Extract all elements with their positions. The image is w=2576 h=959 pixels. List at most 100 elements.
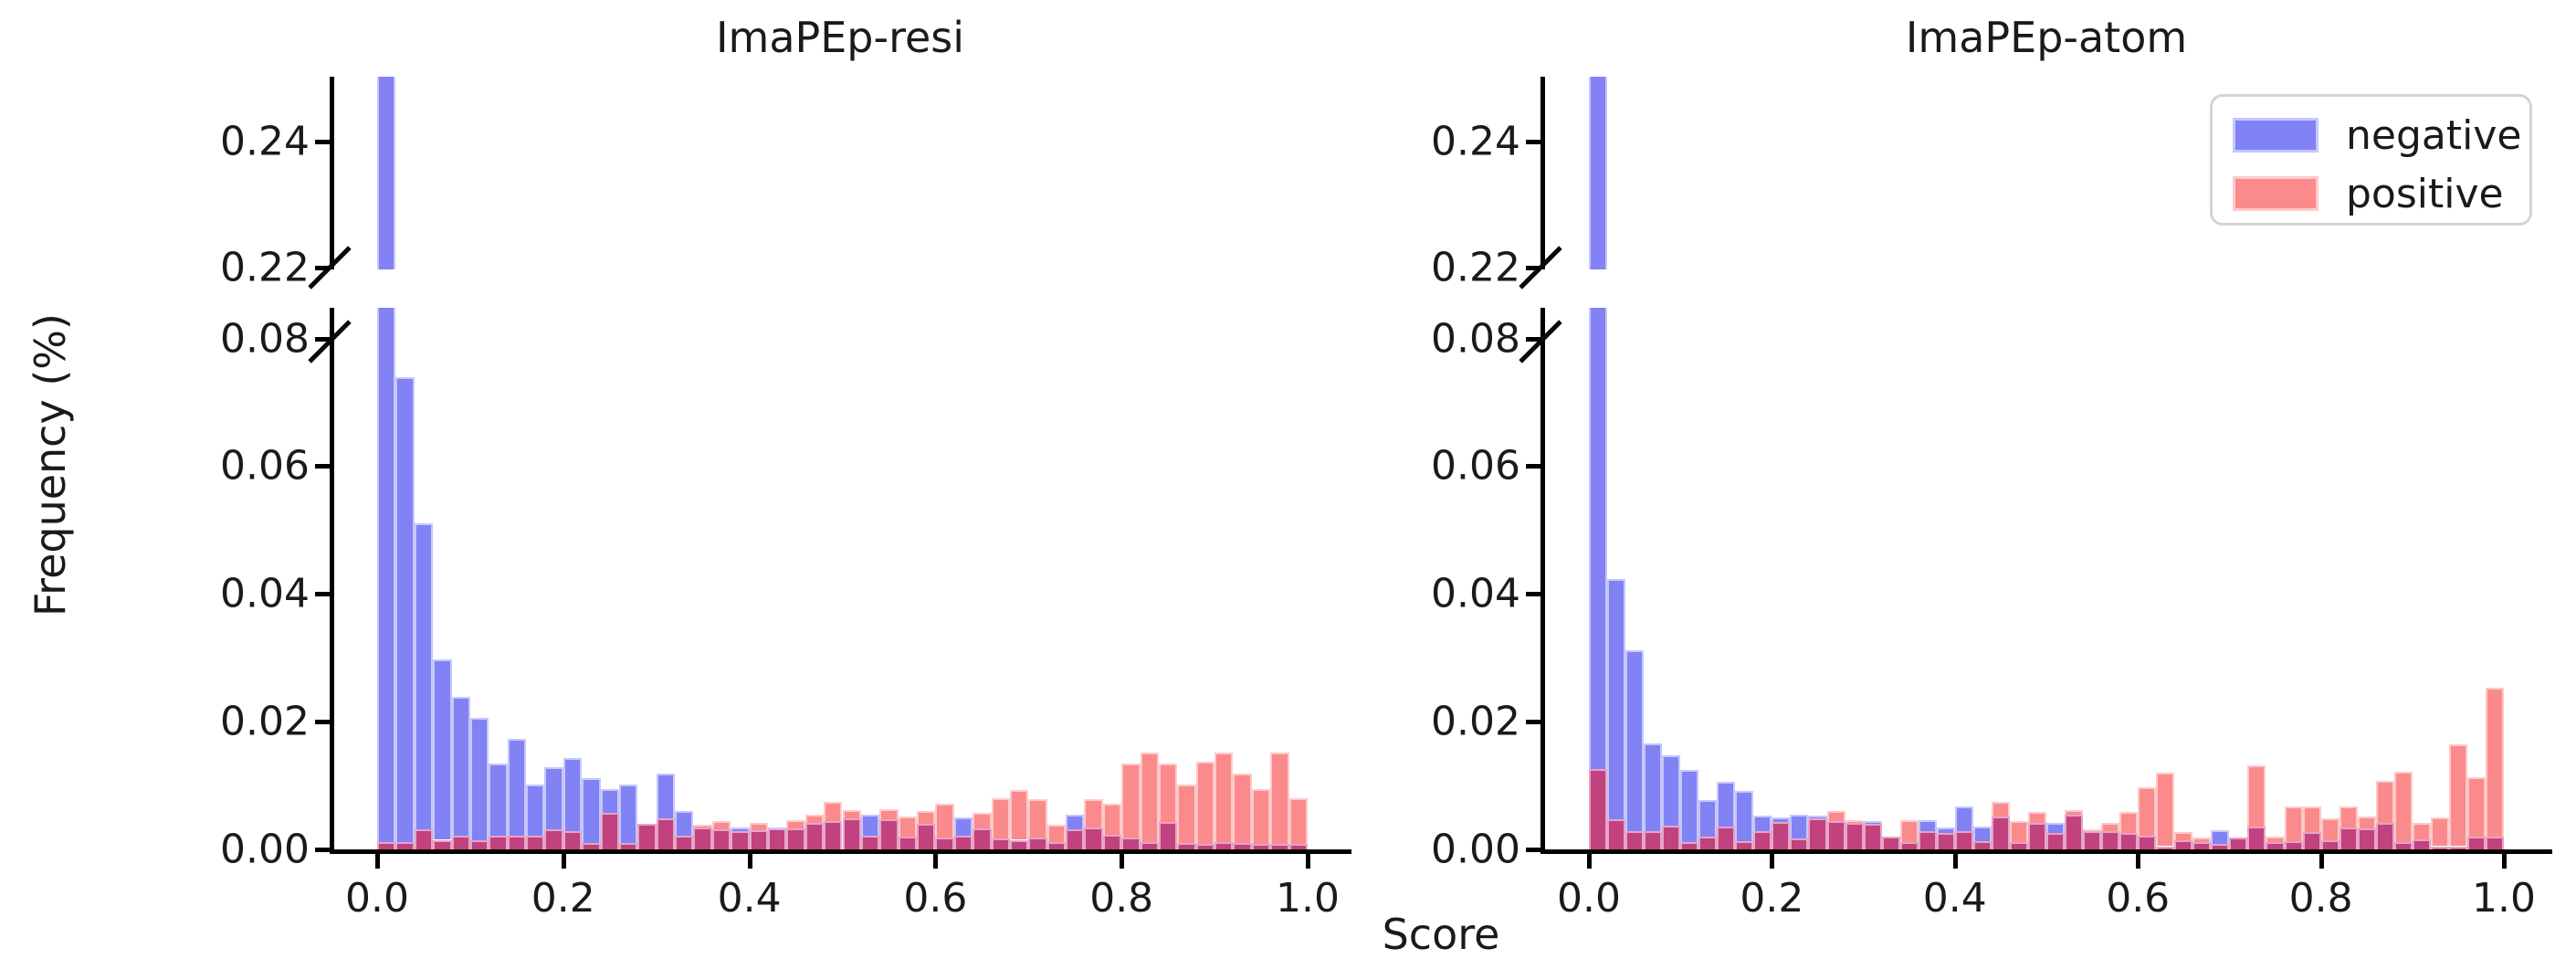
bar-bin12-negative [600,788,619,814]
upper-left-spine [330,77,334,269]
bar-bin24-overlap [824,821,843,849]
bar-bin48-overlap [1270,844,1289,849]
bar-bin35-overlap [1028,837,1047,849]
bar-bin43-overlap [2375,822,2394,849]
y-tick [315,265,330,270]
bar-bin37-negative [1066,815,1085,830]
bar-bin17-positive [1899,819,1919,842]
bar-bin36-overlap [1046,841,1067,849]
x-tick [747,849,752,869]
bar-bin33-positive [2192,837,2212,843]
x-axis-label: Score [1382,910,1500,959]
bar-bin23-positive [2009,820,2028,843]
bar-bin6-negative [489,764,508,837]
bar-bin38-positive [1084,798,1103,827]
bar-bin29-overlap [917,824,936,849]
bar-bin13-overlap [1826,820,1845,849]
bar-bin22-overlap [786,827,805,849]
y-tick-label: 0.06 [220,442,310,490]
bar-bin38-overlap [2284,840,2303,849]
y-tick-label: 0.04 [1431,570,1520,617]
bar-bin20-negative [1954,806,1973,832]
negative-swatch [2233,118,2318,153]
bar-bin46-overlap [2430,846,2449,849]
y-tick-label: 0.00 [1431,826,1520,873]
y-tick [315,336,330,342]
bar-bin17-positive [693,825,712,827]
bar-bin18-overlap [711,828,731,849]
bar-bin34-positive [1009,789,1029,840]
bar-bin40-overlap [2320,840,2339,849]
bar-bin8-negative [526,784,545,837]
bar-bin34-overlap [2211,844,2230,849]
bar-bin29-positive [2119,812,2139,833]
legend-label-positive: positive [2346,170,2504,217]
bar-bin22-positive [1991,801,2010,817]
bar-bin28-overlap [2101,831,2120,849]
bar-bin9-negative [1753,815,1772,831]
y-tick [1526,336,1540,342]
bar-bin41-overlap [2339,827,2358,849]
bar-bin44-positive [2393,771,2413,842]
bar-bin42-overlap [1158,821,1178,849]
bar-bin12-negative [1808,815,1827,818]
bar-bin9-overlap [1753,830,1772,849]
bar-bin22-overlap [1991,816,2010,849]
bar-bin17-overlap [693,827,712,849]
x-tick-label: 0.2 [531,875,595,922]
bar-bin0-clipped-top [1589,77,1608,269]
x-tick-label: 0.4 [1922,875,1987,922]
bar-bin4-overlap [1662,826,1681,849]
bar-bin33-overlap [2192,842,2212,849]
bar-bin11-negative [1790,815,1809,839]
bar-bin23-overlap [804,822,825,849]
bar-bin9-overlap [544,829,563,849]
bar-bin4-negative [451,696,470,837]
bar-bin21-overlap [767,827,787,849]
upper-left-spine [1540,77,1545,269]
bar-bin23-positive [804,814,825,823]
bar-bin45-overlap [2412,838,2431,849]
x-tick-label: 0.6 [2106,875,2171,922]
bar-bin7-overlap [507,836,527,849]
bar-bin47-positive [2448,743,2467,847]
bar-bin48-positive [1270,753,1289,845]
bar-bin44-overlap [1195,844,1215,849]
bar-bin2-overlap [414,829,434,849]
bar-bin37-overlap [1066,829,1085,849]
bar-bin48-positive [2466,776,2486,837]
x-tick [561,849,566,869]
bar-bin33-overlap [991,838,1010,849]
legend-item-negative: negative [2213,112,2529,159]
bar-bin31-overlap [2156,846,2175,849]
x-axis-spine [1540,849,2552,854]
bar-bin25-overlap [2046,832,2066,849]
bar-bin49-positive [1288,798,1308,845]
bar-bin28-positive [898,817,917,837]
y-tick-label: 0.08 [220,315,310,363]
bar-bin26-negative [860,814,880,837]
bar-bin31-negative [953,817,973,836]
bar-bin1-overlap [1607,819,1626,849]
bar-bin26-overlap [860,836,880,849]
bar-bin19-overlap [731,831,750,849]
positive-swatch [2233,176,2318,211]
bar-bin3-negative [1644,743,1663,832]
x-tick-label: 0.8 [2288,875,2353,922]
y-tick-label: 0.22 [1431,244,1520,291]
bar-bin32-overlap [2174,840,2193,849]
bar-bin39-positive [2302,806,2321,833]
y-tick [315,464,330,469]
y-tick [315,720,330,725]
bar-bin44-overlap [2393,841,2413,849]
bar-bin40-overlap [1121,838,1141,849]
bar-bin20-overlap [1954,831,1973,849]
bar-bin24-overlap [2027,822,2046,849]
bar-bin11-overlap [1790,838,1809,849]
bar-bin18-overlap [1918,831,1937,849]
bar-bin20-overlap [749,830,768,849]
bar-bin27-positive [879,808,899,820]
bar-bin37-positive [2266,837,2285,842]
x-tick [375,849,380,869]
y-tick-label: 0.04 [220,570,310,617]
